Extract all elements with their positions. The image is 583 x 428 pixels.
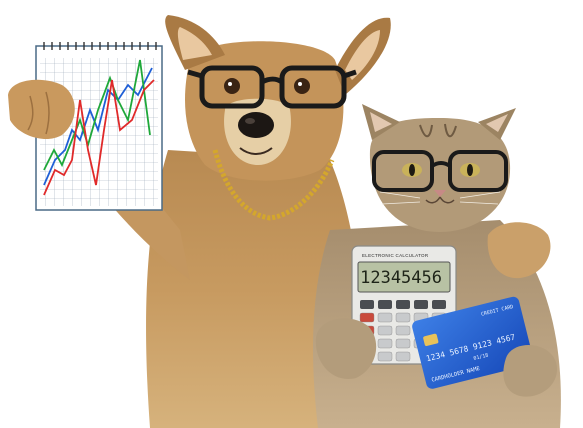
dog-glasses-icon: [187, 65, 357, 109]
cat-glasses-icon: [372, 150, 508, 192]
spiral-binding-icon: [43, 42, 157, 50]
credit-card: CREDIT CARD 1234 5678 9123 4567 01/18 CA…: [412, 296, 534, 389]
chart-line-blue: [43, 67, 153, 186]
gold-chain-icon: [212, 149, 335, 221]
card-chip-icon: [423, 333, 439, 346]
card-valid-thru: 01/18: [473, 352, 489, 361]
calculator-display: 12345456: [360, 268, 442, 288]
chart-line-green: [43, 59, 151, 171]
cat-left-paw: [315, 318, 377, 379]
cat-right-paw: [503, 344, 558, 397]
dog-paw: [8, 79, 75, 140]
dog-paw-on-cat: [487, 222, 551, 279]
chart-line-red: [43, 79, 155, 196]
calculator-brand: ELECTRONIC CALCULATOR: [362, 253, 429, 258]
